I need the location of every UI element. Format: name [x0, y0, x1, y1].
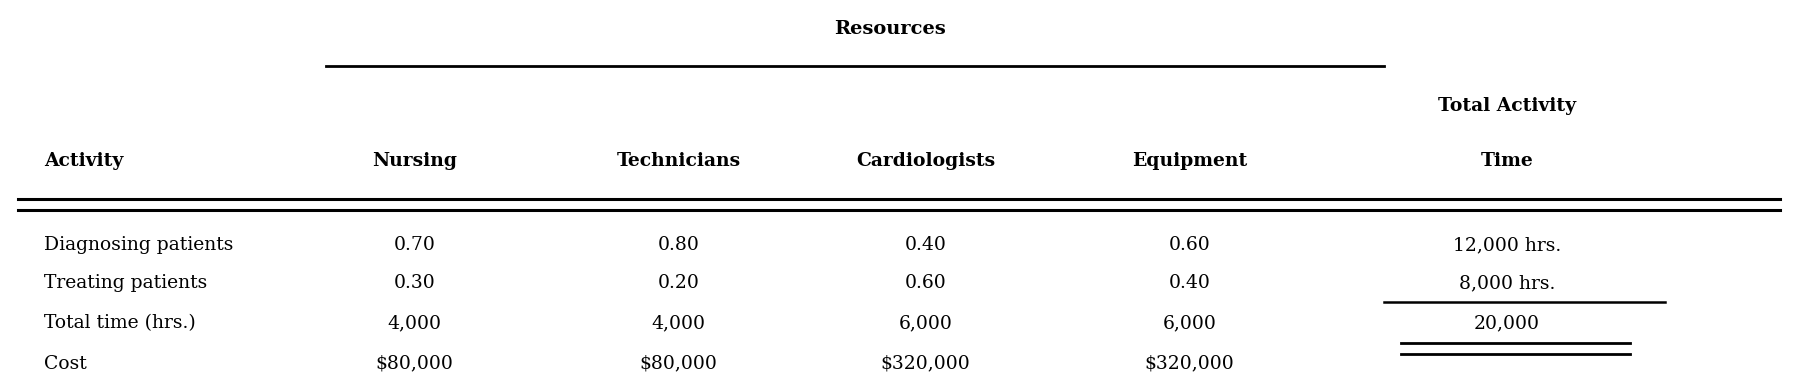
Text: Nursing: Nursing [372, 152, 457, 170]
Text: 12,000 hrs.: 12,000 hrs. [1453, 236, 1561, 254]
Text: 0.60: 0.60 [904, 275, 946, 292]
Text: 0.40: 0.40 [904, 236, 946, 254]
Text: Diagnosing patients: Diagnosing patients [45, 236, 234, 254]
Text: $320,000: $320,000 [881, 355, 971, 373]
Text: Total time (hrs.): Total time (hrs.) [45, 314, 196, 333]
Text: Total Activity: Total Activity [1438, 97, 1577, 115]
Text: 0.30: 0.30 [394, 275, 435, 292]
Text: 0.20: 0.20 [658, 275, 699, 292]
Text: Cost: Cost [45, 355, 86, 373]
Text: 6,000: 6,000 [899, 314, 953, 333]
Text: 0.70: 0.70 [394, 236, 435, 254]
Text: $80,000: $80,000 [640, 355, 717, 373]
Text: 0.40: 0.40 [1169, 275, 1210, 292]
Text: 20,000: 20,000 [1474, 314, 1539, 333]
Text: Resources: Resources [834, 20, 946, 38]
Text: Time: Time [1480, 152, 1534, 170]
Text: 4,000: 4,000 [387, 314, 442, 333]
Text: Equipment: Equipment [1133, 152, 1248, 170]
Text: $80,000: $80,000 [376, 355, 453, 373]
Text: 8,000 hrs.: 8,000 hrs. [1458, 275, 1555, 292]
Text: Technicians: Technicians [617, 152, 741, 170]
Text: Cardiologists: Cardiologists [856, 152, 994, 170]
Text: 6,000: 6,000 [1163, 314, 1217, 333]
Text: 0.80: 0.80 [658, 236, 699, 254]
Text: Treating patients: Treating patients [45, 275, 207, 292]
Text: Activity: Activity [45, 152, 124, 170]
Text: $320,000: $320,000 [1145, 355, 1235, 373]
Text: 4,000: 4,000 [651, 314, 707, 333]
Text: 0.60: 0.60 [1169, 236, 1210, 254]
